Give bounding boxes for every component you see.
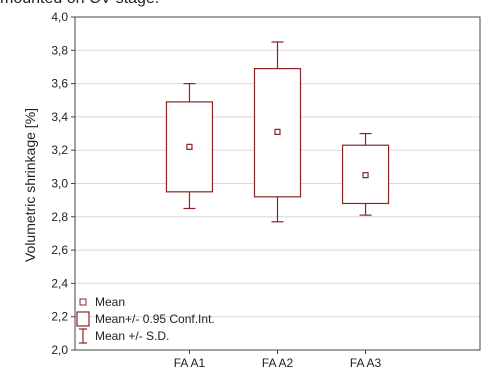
y-axis-label: Volumetric shrinkage [%]: [22, 108, 38, 262]
y-tick-label: 3,4: [51, 110, 68, 124]
legend-layer: Mean Mean+/- 0.95 Conf.Int. Mean +/- S.D.: [76, 295, 215, 344]
legend-ci-swatch: [76, 311, 90, 327]
mean-marker: [274, 128, 281, 135]
mean-marker: [186, 143, 193, 150]
y-tick-label: 3,8: [51, 43, 68, 57]
y-tick-label: 3,2: [51, 143, 68, 157]
legend-label: Mean+/- 0.95 Conf.Int.: [95, 312, 215, 326]
y-tick-label: 2,2: [51, 310, 68, 324]
y-tick-label: 2,6: [51, 243, 68, 257]
y-tick-label: 3,0: [51, 177, 68, 191]
mean-marker: [362, 172, 369, 179]
box-layer: [165, 41, 390, 223]
legend-mean-swatch: [79, 298, 87, 306]
y-tick-label: 2,8: [51, 210, 68, 224]
y-tick-label: 2,4: [51, 276, 68, 290]
y-tick-label: 3,6: [51, 77, 68, 91]
legend-label: Mean +/- S.D.: [95, 329, 169, 343]
caption-text: mounted on CV stage.: [0, 0, 159, 8]
y-tick-label: 4,0: [51, 10, 68, 24]
y-tick-label: 2,0: [51, 343, 68, 357]
x-tick-label: FA A1: [174, 356, 206, 370]
legend-label: Mean: [95, 295, 125, 309]
x-tick-label: FA A2: [262, 356, 294, 370]
x-tick-label: FA A3: [350, 356, 382, 370]
axis-layer: 2,0 2,2 2,4 2,6 2,8 3,0 3,2 3,4 3,6 3,8 4,0 FA A1 FA…: [51, 10, 481, 370]
